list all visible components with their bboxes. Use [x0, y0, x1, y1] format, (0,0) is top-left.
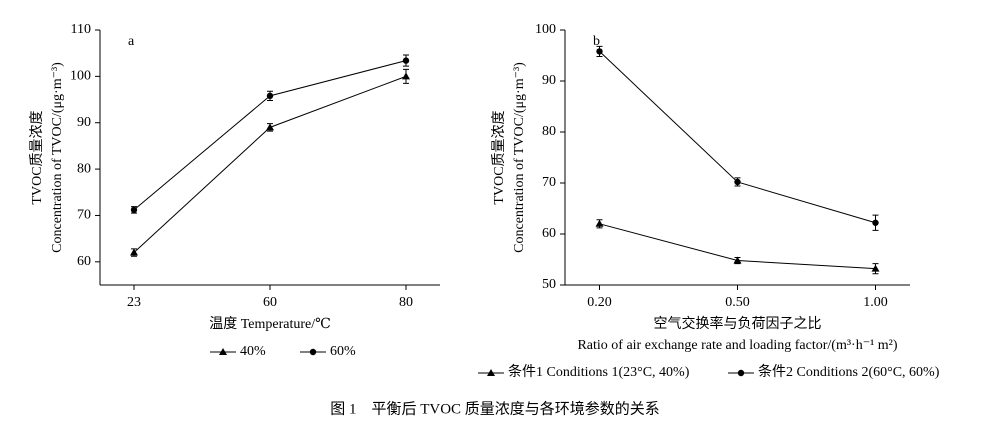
series-line	[133, 60, 407, 211]
y-tick-label: 70	[77, 208, 91, 223]
legend-label: 60%	[330, 344, 356, 359]
data-point	[872, 219, 879, 226]
x-axis-label: 温度 Temperature/℃	[209, 316, 331, 332]
data-point	[733, 256, 742, 264]
x-tick-label: 0.20	[587, 295, 612, 310]
data-point	[734, 178, 741, 186]
x-tick-label: 60	[263, 295, 277, 310]
data-point	[402, 72, 410, 80]
legend-marker	[737, 369, 745, 377]
y-tick-label: 100	[70, 69, 91, 84]
y-tick-label: 80	[77, 161, 91, 176]
data-point	[871, 264, 880, 272]
figure-caption: 图 1 平衡后 TVOC 质量浓度与各环境参数的关系	[330, 399, 660, 417]
data-point	[130, 206, 138, 214]
x-tick-label: 1.00	[863, 295, 888, 310]
data-point	[595, 219, 604, 227]
y-axis-label: TVOC质量浓度	[491, 110, 507, 204]
x-axis-label: Ratio of air exchange rate and loading f…	[577, 338, 897, 353]
y-tick-label: 100	[535, 22, 556, 37]
legend-label: 条件2 Conditions 2(60°C, 60%)	[758, 363, 940, 380]
x-tick-label: 0.50	[725, 295, 750, 310]
y-axis-label: Concentration of TVOC/(μg·m⁻³)	[512, 62, 527, 253]
legend-marker	[487, 369, 495, 376]
y-tick-label: 60	[542, 226, 556, 241]
y-tick-label: 80	[542, 124, 556, 139]
data-point	[596, 48, 603, 55]
y-tick-label: 90	[77, 115, 91, 130]
y-tick-label: 70	[542, 175, 556, 190]
y-tick-label: 50	[542, 277, 556, 292]
series-line	[599, 51, 876, 224]
legend-marker	[309, 348, 317, 356]
x-tick-label: 23	[127, 295, 141, 310]
y-axis-label: Concentration of TVOC/(μg·m⁻³)	[50, 62, 65, 253]
series-line	[133, 75, 407, 253]
panel-label: b	[593, 34, 600, 49]
x-axis-label: 空气交换率与负荷因子之比	[654, 315, 822, 332]
data-point	[266, 123, 274, 131]
y-axis-label: TVOC质量浓度	[29, 110, 45, 204]
x-tick-label: 80	[399, 295, 413, 310]
data-point	[402, 57, 410, 64]
y-tick-label: 110	[71, 22, 91, 37]
legend-label: 条件1 Conditions 1(23°C, 40%)	[508, 363, 690, 380]
legend-label: 40%	[240, 344, 266, 359]
y-tick-label: 60	[77, 254, 91, 269]
panel-label: a	[128, 34, 135, 49]
data-point	[266, 92, 274, 100]
legend-marker	[219, 348, 227, 355]
data-point	[130, 248, 138, 256]
y-tick-label: 90	[542, 73, 556, 88]
